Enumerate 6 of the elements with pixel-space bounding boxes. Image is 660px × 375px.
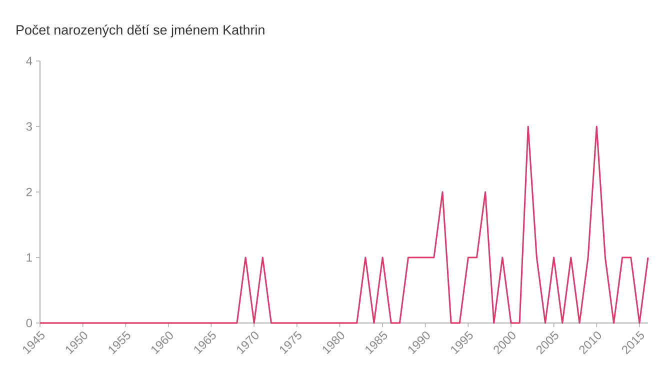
y-tick-label: 2	[26, 188, 32, 196]
y-tick-label: 3	[26, 122, 32, 131]
y-tick-label: 0	[26, 318, 32, 328]
chart-title: Počet narozených dětí se jménem Kathrin	[16, 24, 264, 38]
y-tick-label: 1	[26, 253, 32, 262]
y-tick-label: 4	[26, 56, 32, 66]
